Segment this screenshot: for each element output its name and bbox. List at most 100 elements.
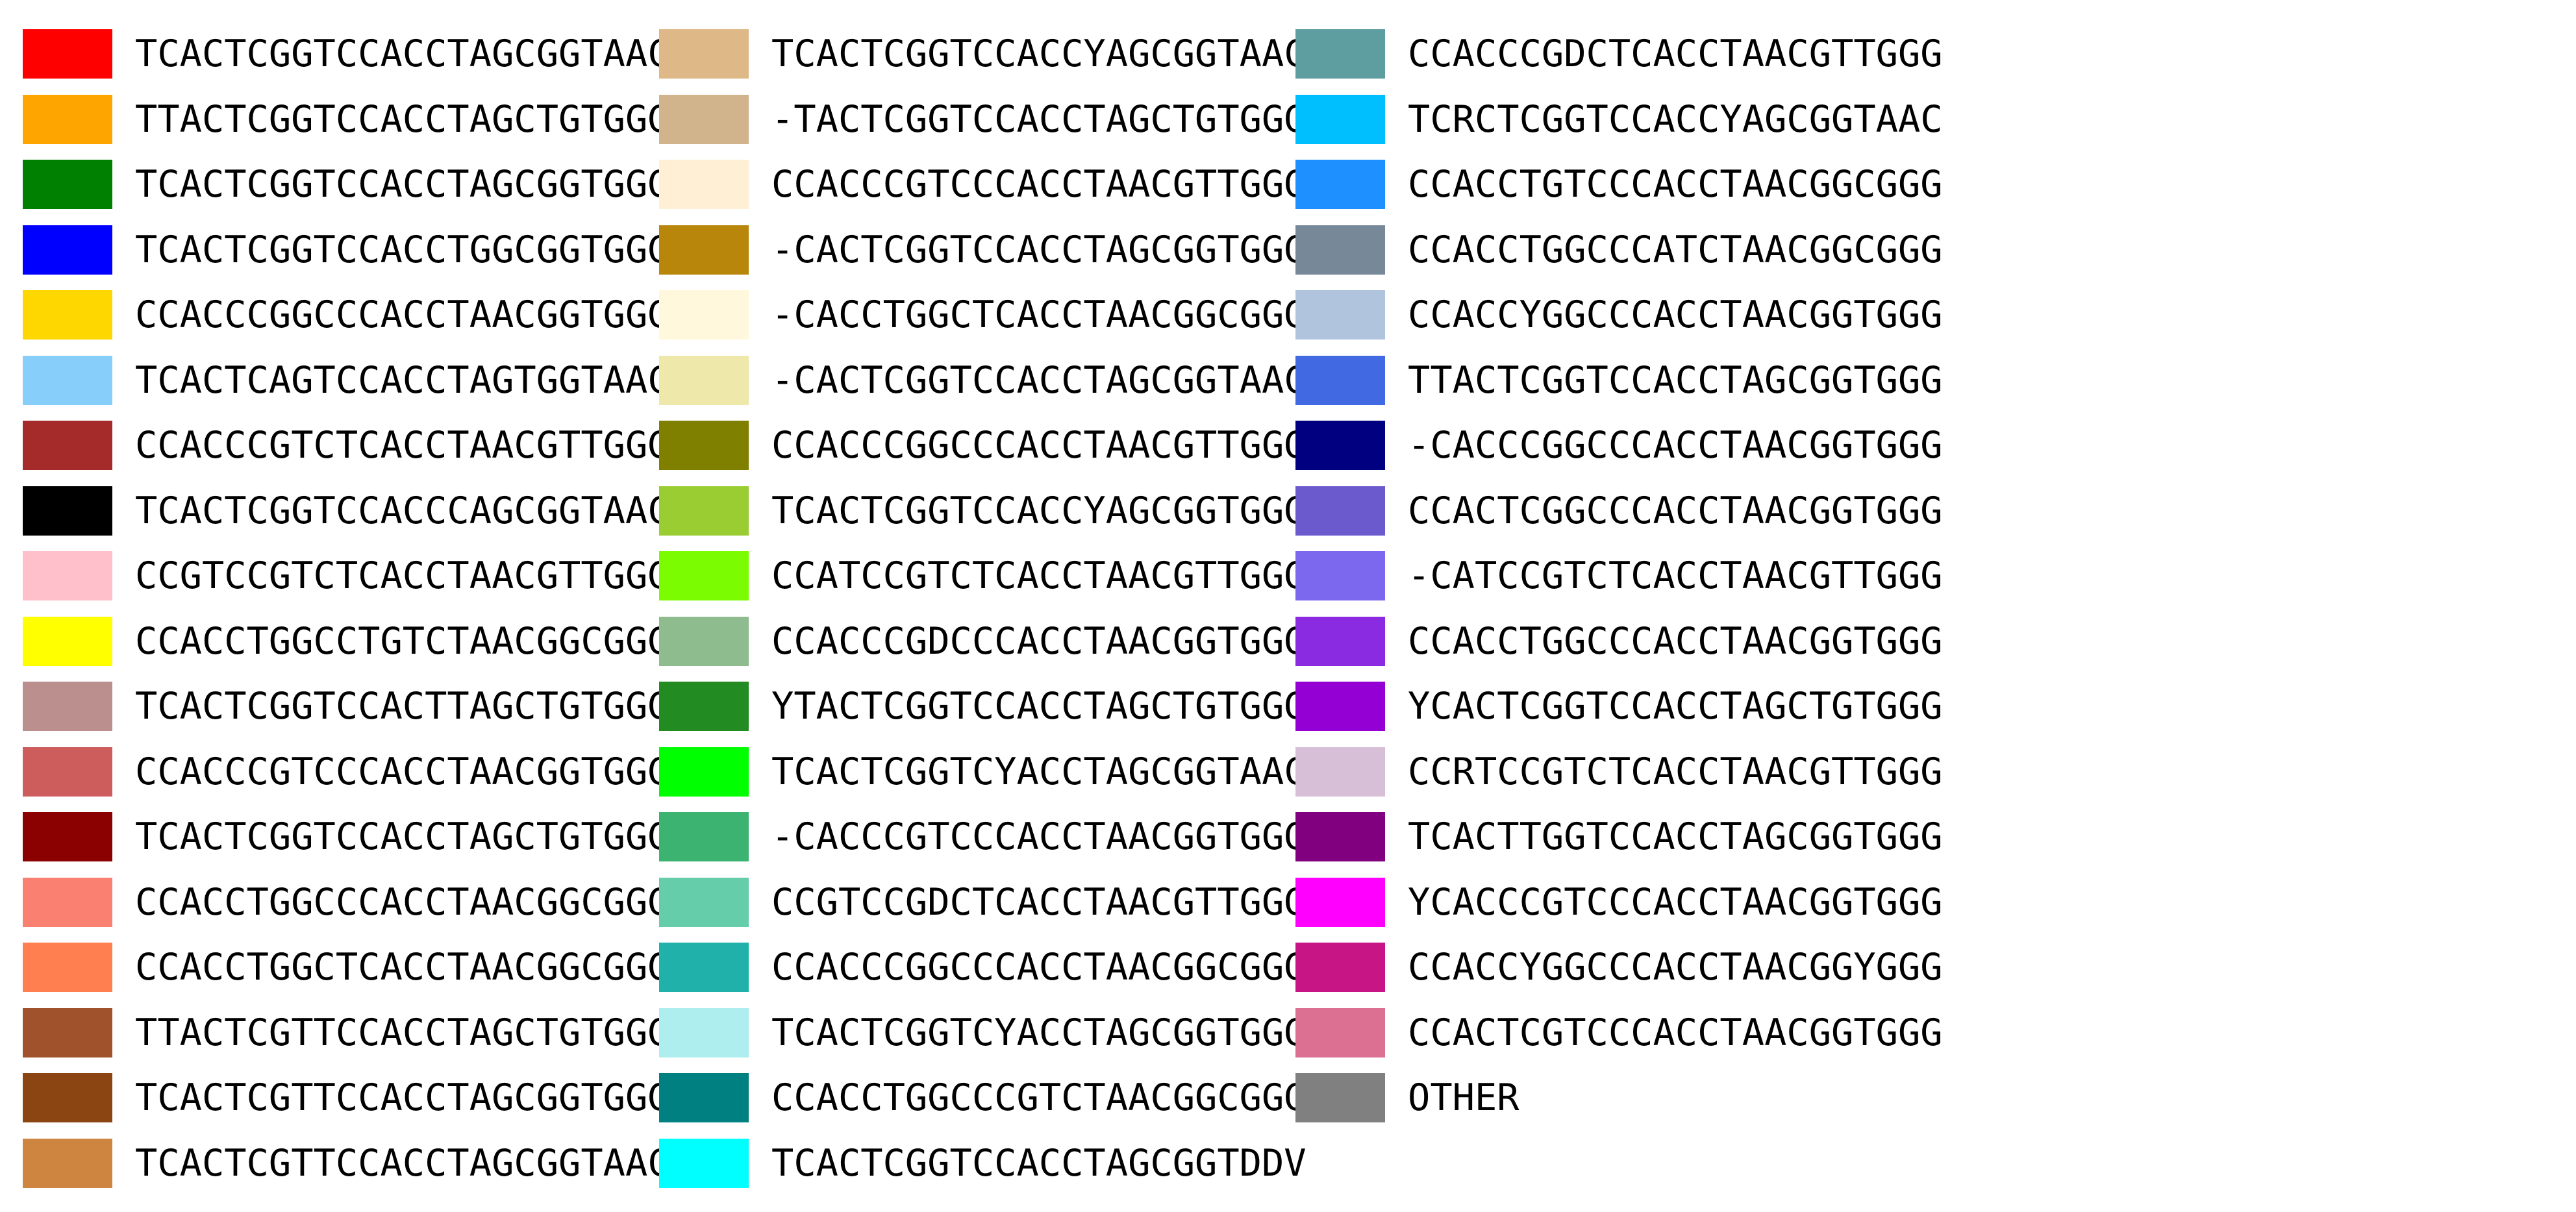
- legend-label: CCACCTGGCTCACCTAACGGCGGG: [135, 946, 670, 989]
- legend-swatch: [1295, 943, 1385, 992]
- legend-swatch: [659, 356, 749, 405]
- legend-swatch: [23, 1139, 112, 1188]
- legend-label: TCACTCGGTCCACCYAGCGGTAAC: [771, 32, 1307, 75]
- legend-label: TCACTCGGTCCACCTAGCTGTGGG: [135, 815, 670, 858]
- legend-label: TCACTCGTTCCACCTAGCGGTAAC: [135, 1142, 670, 1185]
- legend-label: CCACCCGTCTCACCTAACGTTGGG: [135, 424, 670, 467]
- legend-label: -CACCTGGCTCACCTAACGGCGGG: [771, 293, 1307, 336]
- legend-swatch: [23, 421, 112, 470]
- legend-label: CCACTCGGCCCACCTAACGGTGGG: [1408, 489, 1943, 532]
- legend-swatch: [23, 356, 112, 405]
- legend-label: YTACTCGGTCCACCTAGCTGTGGG: [771, 685, 1307, 728]
- legend-swatch: [659, 486, 749, 536]
- legend-swatch: [1295, 747, 1385, 797]
- legend-swatch: [659, 617, 749, 666]
- legend-label: CCACCCGGCCCACCTAACGGTGGG: [135, 293, 670, 336]
- legend-label: OTHER: [1408, 1076, 1519, 1119]
- legend-swatch: [659, 290, 749, 340]
- legend-swatch: [1295, 486, 1385, 536]
- legend-label: TCACTCGGTCCACCYAGCGGTGGG: [771, 489, 1307, 532]
- legend-label: YCACTCGGTCCACCTAGCTGTGGG: [1408, 685, 1943, 728]
- legend-swatch: [23, 290, 112, 340]
- legend-label: CCACCTGTCCCACCTAACGGCGGG: [1408, 163, 1943, 206]
- legend-swatch: [23, 486, 112, 536]
- legend-label: TCACTTGGTCCACCTAGCGGTGGG: [1408, 815, 1943, 858]
- legend-swatch: [1295, 95, 1385, 144]
- legend-label: CCACCTGGCCCACCTAACGGTGGG: [1408, 620, 1943, 663]
- legend-label: CCACCTGGCCCATCTAACGGCGGG: [1408, 229, 1943, 271]
- legend-label: CCACCCGDCTCACCTAACGTTGGG: [1408, 32, 1943, 75]
- legend-label: CCATCCGTCTCACCTAACGTTGGG: [771, 554, 1307, 597]
- legend-label: TCACTCGGTCCACCCAGCGGTAAC: [135, 489, 670, 532]
- legend-swatch: [659, 1008, 749, 1057]
- legend-swatch: [659, 1073, 749, 1122]
- legend-label: TTACTCGTTCCACCTAGCTGTGGG: [135, 1011, 670, 1054]
- legend-label: CCACCTGGCCCACCTAACGGCGGG: [135, 881, 670, 924]
- legend-swatch: [1295, 160, 1385, 209]
- legend-swatch: [1295, 617, 1385, 666]
- legend-swatch: [1295, 551, 1385, 600]
- legend-label: CCRTCCGTCTCACCTAACGTTGGG: [1408, 750, 1943, 793]
- legend-swatch: [1295, 290, 1385, 340]
- legend-label: TCACTCGGTCYACCTAGCGGTAAC: [771, 750, 1307, 793]
- legend-label: CCACCTGGCCTGTCTAACGGCGGG: [135, 620, 670, 663]
- legend-swatch: [659, 682, 749, 731]
- legend-swatch: [1295, 356, 1385, 405]
- legend-swatch: [1295, 812, 1385, 861]
- legend-swatch: [23, 1073, 112, 1122]
- legend-swatch: [23, 225, 112, 275]
- legend-swatch: [23, 551, 112, 600]
- legend-label: YCACCCGTCCCACCTAACGGTGGG: [1408, 881, 1943, 924]
- legend-swatch: [23, 95, 112, 144]
- legend-swatch: [23, 682, 112, 731]
- legend-swatch: [1295, 682, 1385, 731]
- legend-label: TCACTCGGTCCACCTAGCGGTGGG: [135, 163, 670, 206]
- legend-label: TCRCTCGGTCCACCYAGCGGTAAC: [1408, 98, 1943, 141]
- legend-swatch: [659, 878, 749, 927]
- legend-swatch: [1295, 1008, 1385, 1057]
- legend-label: CCACCCGDCCCACCTAACGGTGGG: [771, 620, 1307, 663]
- legend-label: -CACTCGGTCCACCTAGCGGTGGG: [771, 229, 1307, 271]
- legend-label: CCACCTGGCCCGTCTAACGGCGGG: [771, 1076, 1307, 1119]
- legend-label: CCACCYGGCCCACCTAACGGYGGG: [1408, 946, 1943, 989]
- legend-label: CCGTCCGDCTCACCTAACGTTGGG: [771, 881, 1307, 924]
- legend-swatch: [23, 29, 112, 79]
- legend-label: CCACTCGTCCCACCTAACGGTGGG: [1408, 1011, 1943, 1054]
- legend-label: TTACTCGGTCCACCTAGCGGTGGG: [1408, 359, 1943, 402]
- legend-swatch: [1295, 29, 1385, 79]
- legend-swatch: [659, 160, 749, 209]
- legend-swatch: [659, 421, 749, 470]
- legend-label: -CACCCGTCCCACCTAACGGTGGG: [771, 815, 1307, 858]
- legend-swatch: [1295, 225, 1385, 275]
- legend-swatch: [659, 812, 749, 861]
- legend-swatch: [659, 29, 749, 79]
- legend-swatch: [23, 1008, 112, 1057]
- legend-label: TCACTCGGTCCACCTAGCGGTDDV: [771, 1142, 1307, 1185]
- legend-label: CCACCCGTCCCACCTAACGGTGGG: [135, 750, 670, 793]
- legend-label: TCACTCGGTCCACCTAGCGGTAAC: [135, 32, 670, 75]
- legend-swatch: [1295, 421, 1385, 470]
- legend-swatch: [23, 617, 112, 666]
- legend-swatch: [1295, 1073, 1385, 1122]
- legend-swatch: [23, 747, 112, 797]
- legend-swatch: [659, 95, 749, 144]
- legend-label: TCACTCAGTCCACCTAGTGGTAAC: [135, 359, 670, 402]
- legend-label: -CATCCGTCTCACCTAACGTTGGG: [1408, 554, 1943, 597]
- legend-label: CCACCCGGCCCACCTAACGTTGGG: [771, 424, 1307, 467]
- legend-label: -CACCCGGCCCACCTAACGGTGGG: [1408, 424, 1943, 467]
- legend-swatch: [23, 812, 112, 861]
- legend-label: CCACCYGGCCCACCTAACGGTGGG: [1408, 293, 1943, 336]
- legend-swatch: [23, 943, 112, 992]
- legend-label: CCACCCGGCCCACCTAACGGCGGG: [771, 946, 1307, 989]
- legend-swatch: [23, 878, 112, 927]
- legend-label: TCACTCGTTCCACCTAGCGGTGGG: [135, 1076, 670, 1119]
- legend-swatch: [659, 225, 749, 275]
- legend-label: -TACTCGGTCCACCTAGCTGTGGG: [771, 98, 1307, 141]
- legend-label: CCACCCGTCCCACCTAACGTTGGG: [771, 163, 1307, 206]
- legend-swatch: [659, 943, 749, 992]
- legend-swatch: [1295, 878, 1385, 927]
- legend-swatch: [659, 1139, 749, 1188]
- legend-label: TCACTCGGTCYACCTAGCGGTGGG: [771, 1011, 1307, 1054]
- legend-label: TCACTCGGTCCACCTGGCGGTGGG: [135, 229, 670, 271]
